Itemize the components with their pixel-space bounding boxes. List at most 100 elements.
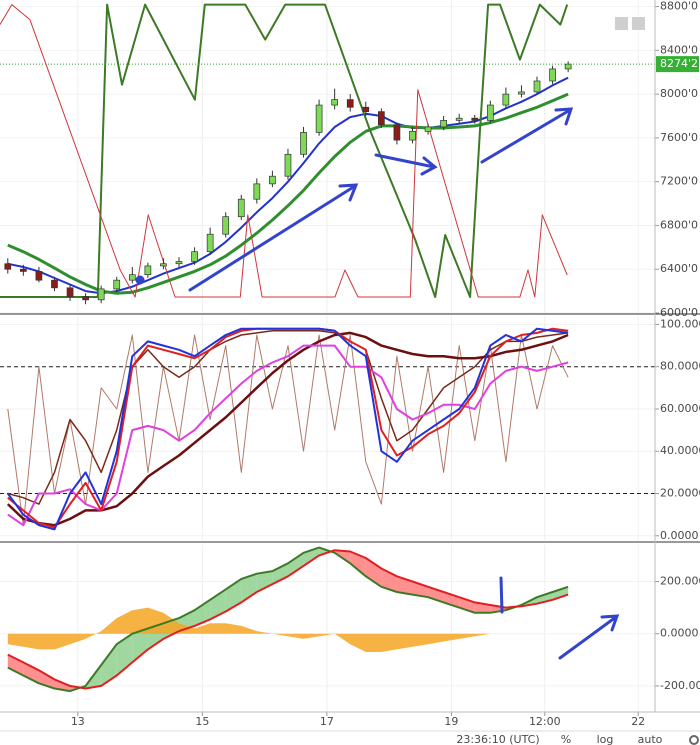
fill-segment xyxy=(101,644,117,686)
candle-body xyxy=(253,183,261,200)
fill-segment xyxy=(210,589,226,620)
fill-segment xyxy=(7,654,24,676)
y-tick-label: 6400'0 xyxy=(660,262,698,275)
line xyxy=(6,327,569,531)
y-tick-label: 0.0000 xyxy=(660,529,699,542)
candle-body xyxy=(284,153,292,177)
candle-body xyxy=(471,117,479,121)
line xyxy=(7,549,569,690)
y-tick-label: 100.0000 xyxy=(660,317,700,330)
x-tick-label: 12:00 xyxy=(529,715,561,728)
fill-segment xyxy=(490,605,506,613)
fill-segment xyxy=(350,551,366,577)
x-tick-label: 17 xyxy=(320,715,334,728)
fill-segment xyxy=(272,563,288,585)
candle-body xyxy=(82,296,89,301)
y-tick-label: 8400'0 xyxy=(660,43,698,56)
y-tick-label: -200.0000 xyxy=(660,679,700,692)
candle-body xyxy=(19,268,27,272)
fill-segment xyxy=(552,586,569,600)
y-tick-label: 8800'0 xyxy=(660,0,698,13)
candle-body xyxy=(144,265,152,276)
candle-body xyxy=(191,251,198,262)
candle-body xyxy=(486,104,494,121)
candle-body xyxy=(113,279,121,290)
candle-body xyxy=(346,99,354,108)
line xyxy=(7,334,569,526)
marker xyxy=(135,275,145,285)
y-tick-label: 6000'0 xyxy=(660,306,698,319)
price-label: 8274'2 xyxy=(660,57,698,70)
line xyxy=(0,3,569,298)
fill-segment xyxy=(241,573,257,603)
y-tick-label: 0.0000 xyxy=(660,627,699,640)
candle-body xyxy=(549,68,556,82)
line xyxy=(7,330,569,505)
candle-body xyxy=(362,106,370,112)
candle-body xyxy=(206,233,214,253)
corner-icons xyxy=(615,17,645,30)
candle-body xyxy=(237,198,245,218)
y-tick-label: 20.0000 xyxy=(660,487,700,500)
candle-body xyxy=(300,132,307,155)
y-tick-label: 80.0000 xyxy=(660,360,700,373)
icon[interactable] xyxy=(615,17,628,30)
arrow xyxy=(480,107,574,164)
scale-button[interactable]: log xyxy=(597,733,614,745)
fill-segment xyxy=(256,571,273,592)
candle-body xyxy=(440,120,447,128)
candle-body xyxy=(409,130,416,141)
y-tick-label: 40.0000 xyxy=(660,444,700,457)
line xyxy=(0,4,568,298)
fill-segment xyxy=(132,628,148,663)
fill-segment xyxy=(287,552,304,577)
candle-body xyxy=(97,288,105,301)
fill-segment xyxy=(443,591,460,608)
annotations xyxy=(135,107,620,660)
y-tick-label: 7600'0 xyxy=(660,131,698,144)
fill-segment xyxy=(23,662,39,684)
y-tick-label: 7200'0 xyxy=(660,175,698,188)
x-tick-label: 15 xyxy=(195,715,209,728)
candle-body xyxy=(66,287,74,297)
candle-body xyxy=(331,99,339,106)
price-label-box xyxy=(656,56,699,73)
y-tick-label: 200.0000 xyxy=(660,575,700,588)
x-tick-label: 22 xyxy=(631,715,645,728)
scale-button[interactable]: auto xyxy=(638,733,663,745)
candle-body xyxy=(518,91,525,95)
icon[interactable] xyxy=(632,17,645,30)
candle-body xyxy=(378,111,385,126)
y-tick-label: 6800'0 xyxy=(660,218,698,231)
y-tick-label: 60.0000 xyxy=(660,402,700,415)
x-tick-label: 13 xyxy=(71,715,85,728)
arrow xyxy=(188,183,359,292)
fill-segment xyxy=(194,599,211,626)
candle-body xyxy=(128,274,136,281)
candle-body xyxy=(35,271,43,281)
candle-body xyxy=(4,263,12,270)
area xyxy=(7,607,569,652)
fill-segment xyxy=(412,581,429,598)
arrow xyxy=(558,614,620,660)
candle-body xyxy=(424,126,432,132)
candle-body xyxy=(455,117,463,121)
plot-layers: 6000'0 6400'0 6800'0 7200'0 7600'0 8000'0 8400… xyxy=(0,0,700,728)
candle-body xyxy=(564,63,572,70)
clock: 23:36:10 (UTC) xyxy=(456,733,539,745)
arrow xyxy=(374,153,438,176)
candle-body xyxy=(222,216,230,235)
candle-body xyxy=(175,261,183,265)
settings-icon[interactable] xyxy=(689,735,699,745)
candle-body xyxy=(393,124,401,141)
marker xyxy=(499,576,504,614)
candle-body xyxy=(502,93,510,106)
fill-segment xyxy=(381,568,397,592)
candle-body xyxy=(51,279,58,289)
candle-body xyxy=(269,175,276,185)
line xyxy=(7,546,569,693)
scale-button[interactable]: % xyxy=(561,733,571,745)
fill-segment xyxy=(428,586,444,603)
candle-body xyxy=(160,263,167,267)
